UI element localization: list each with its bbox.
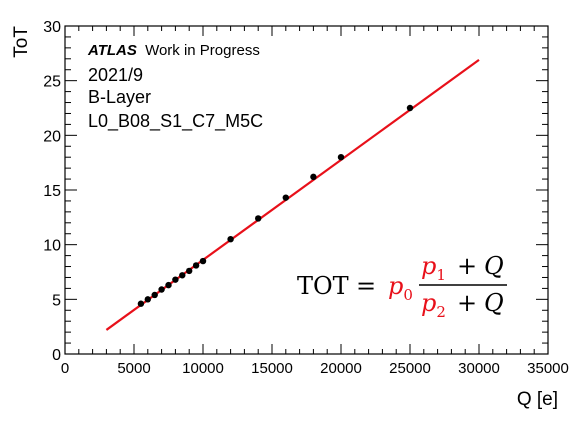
formula-denominator-p2: p2: [421, 289, 446, 321]
formula-denominator-plus: +: [457, 289, 477, 317]
y-tick-label: 20: [43, 128, 61, 145]
x-tick-label: 35000: [527, 360, 569, 377]
data-point: [255, 215, 262, 222]
y-tick-labels: 0 5 10 15 20 25 30: [43, 19, 61, 364]
fit-formula: TOT = p0 p1 + Q p2 + Q: [297, 252, 507, 321]
x-tick-label: 10000: [182, 360, 224, 377]
data-point: [227, 236, 234, 243]
data-point: [186, 267, 193, 275]
formula-numerator-p1: p1: [421, 252, 446, 284]
x-tick-label: 30000: [458, 360, 500, 377]
formula-numerator-q: Q: [484, 252, 504, 280]
data-point: [310, 173, 317, 181]
y-axis-label: ToT: [11, 26, 32, 58]
data-point: [172, 276, 179, 283]
data-point: [144, 296, 151, 303]
atlas-label: ATLAS: [87, 42, 137, 59]
x-tick-label: 25000: [389, 360, 431, 377]
data-point: [337, 154, 345, 161]
data-point: [192, 262, 200, 269]
data-point: [165, 281, 172, 289]
atlas-label-line: ATLAS Work in Progress: [87, 42, 260, 59]
y-tick-label: 5: [52, 292, 61, 309]
x-tick-labels: 0 5000 10000 15000 20000 25000 30000 35000: [61, 360, 569, 377]
y-tick-label: 15: [43, 183, 61, 200]
formula-numerator-plus: +: [457, 252, 477, 280]
data-points: [137, 104, 414, 307]
y-tick-label: 10: [43, 238, 61, 255]
date-label: 2021/9: [88, 65, 143, 85]
x-tick-label: 20000: [320, 360, 362, 377]
work-in-progress-label: Work in Progress: [145, 42, 260, 59]
data-point: [137, 300, 145, 307]
layer-label: B-Layer: [88, 87, 151, 107]
x-axis-label: Q [e]: [517, 389, 558, 410]
formula-lhs: TOT: [297, 272, 349, 300]
formula-p0: p0: [388, 272, 413, 304]
data-point: [282, 194, 289, 201]
data-point: [179, 272, 186, 279]
y-tick-label: 25: [43, 74, 61, 91]
data-point: [199, 257, 207, 265]
axis-ticks: [64, 25, 549, 355]
module-label: L0_B08_S1_C7_M5C: [88, 111, 263, 132]
data-point: [151, 291, 158, 299]
formula-equals: =: [356, 272, 376, 300]
formula-denominator-q: Q: [484, 289, 504, 317]
x-tick-label: 15000: [251, 360, 293, 377]
y-tick-label: 0: [52, 347, 61, 364]
x-tick-label: 5000: [117, 360, 150, 377]
x-tick-label: 0: [61, 360, 69, 377]
data-point: [158, 286, 165, 293]
data-point: [406, 104, 414, 112]
y-tick-label: 30: [43, 19, 61, 36]
